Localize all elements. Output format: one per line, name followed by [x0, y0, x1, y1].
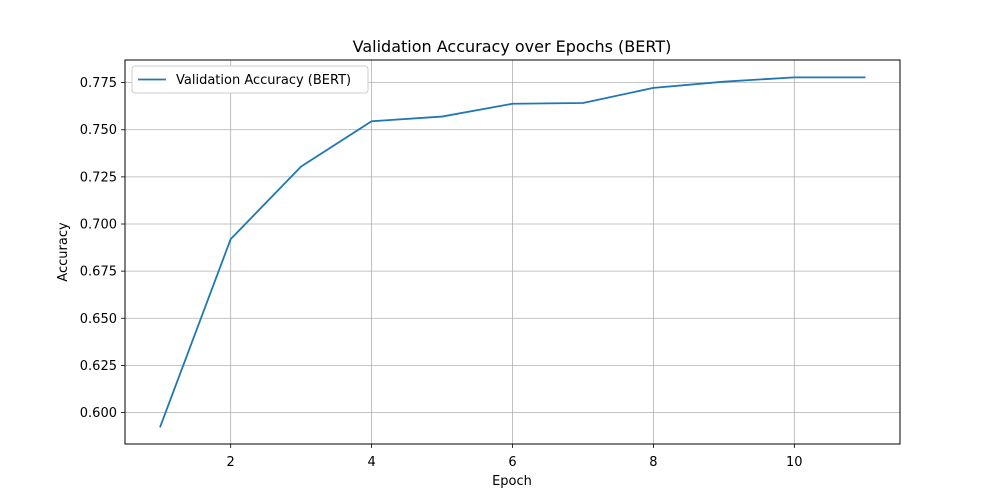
y-axis-label: Accuracy [56, 222, 71, 282]
y-axis-ticks: 0.600 0.625 0.650 0.675 0.700 0.725 0.750 0.775 [80, 76, 125, 421]
y-tick-label: 0.675 [80, 265, 117, 280]
y-tick-label: 0.650 [80, 312, 117, 327]
series-line-0 [159, 76, 866, 428]
y-tick-label: 0.750 [80, 123, 117, 138]
y-tick-label: 0.700 [80, 218, 117, 233]
x-axis-label: Epoch [492, 474, 532, 489]
legend-box [131, 65, 369, 94]
y-tick-label: 0.775 [80, 76, 117, 91]
legend-series-label: Validation Accuracy (BERT) [176, 73, 351, 88]
x-tick-label: 10 [786, 455, 803, 470]
y-tick-label: 0.725 [80, 170, 117, 185]
x-tick-label: 4 [367, 455, 375, 470]
x-tick-label: 8 [649, 455, 657, 470]
y-tick-label: 0.625 [80, 359, 117, 374]
x-axis-ticks: 2 4 6 8 10 [227, 444, 803, 470]
x-tick-label: 6 [508, 455, 516, 470]
series-layer [159, 76, 866, 428]
legend: Validation Accuracy (BERT) [131, 65, 369, 94]
chart-title: Validation Accuracy over Epochs (BERT) [353, 37, 672, 56]
x-tick-label: 2 [227, 455, 235, 470]
y-tick-label: 0.600 [80, 406, 117, 421]
